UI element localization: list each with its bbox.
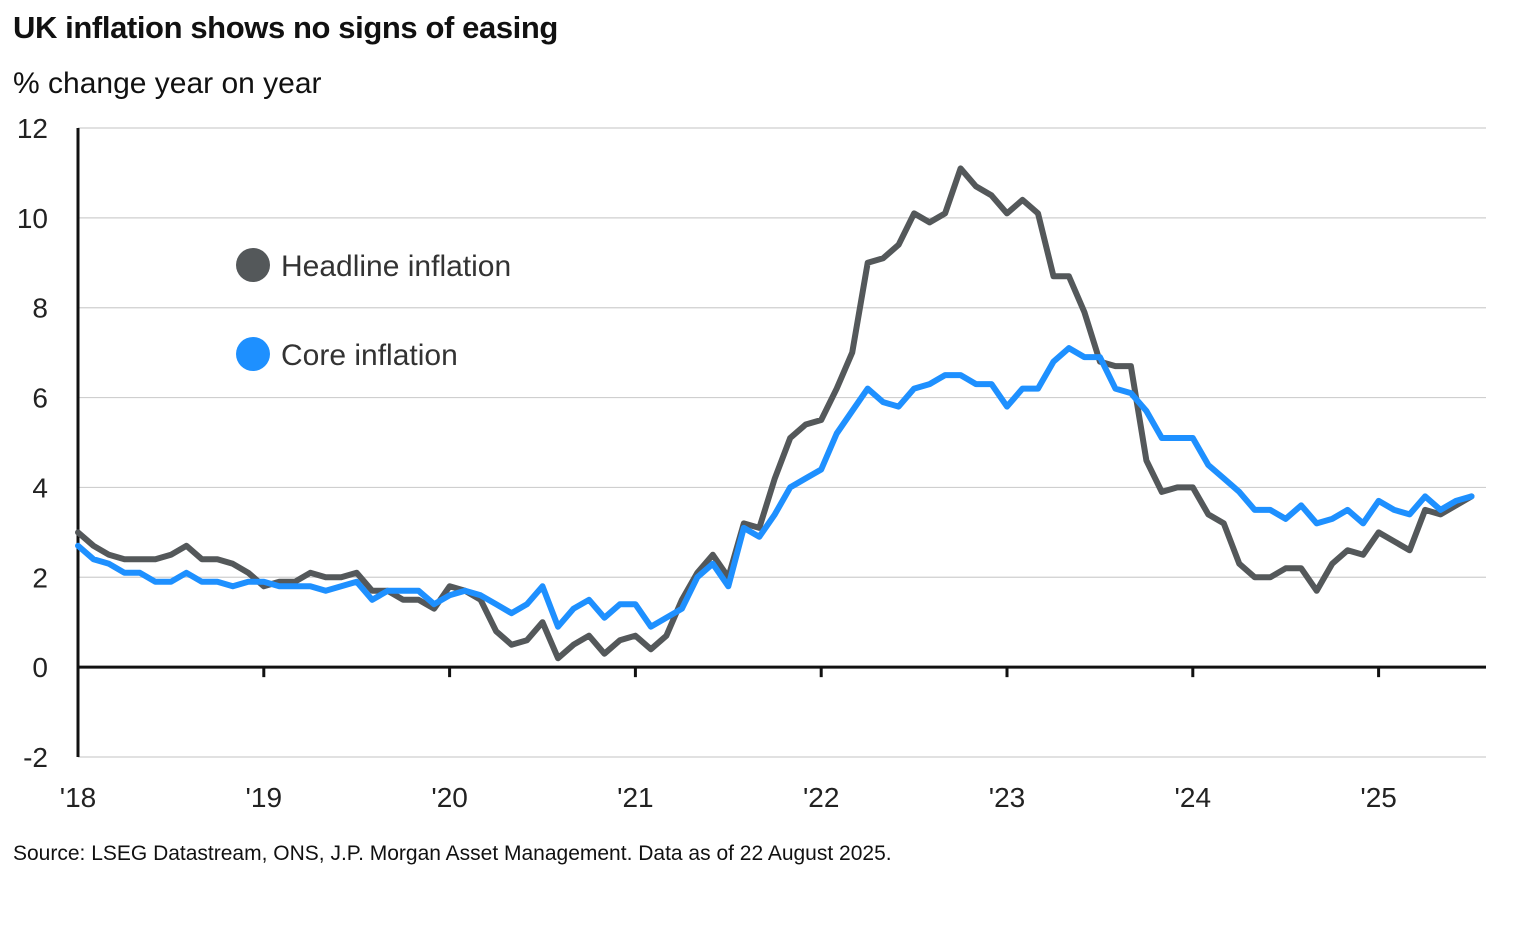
y-tick-label: 12 <box>17 113 48 144</box>
y-tick-label: 8 <box>32 293 48 324</box>
x-tick-label: '22 <box>803 782 840 813</box>
x-tick-label: '21 <box>617 782 654 813</box>
y-tick-label: 0 <box>32 652 48 683</box>
legend-label: Headline inflation <box>281 250 511 283</box>
y-tick-label: -2 <box>23 742 48 773</box>
legend-swatch <box>236 248 270 282</box>
x-tick-label: '23 <box>989 782 1026 813</box>
y-tick-label: 4 <box>32 472 48 503</box>
chart-subtitle: % change year on year <box>13 67 322 100</box>
legend: Headline inflation Core inflation <box>236 248 511 372</box>
x-tick-label: '20 <box>431 782 468 813</box>
gridlines <box>78 127 1486 758</box>
source-note: Source: LSEG Datastream, ONS, J.P. Morga… <box>13 842 892 865</box>
x-tick-label: '24 <box>1175 782 1212 813</box>
y-tick-label: 10 <box>17 203 48 234</box>
x-tick-label: '19 <box>246 782 283 813</box>
legend-label: Core inflation <box>281 339 458 372</box>
y-tick-label: 2 <box>32 562 48 593</box>
x-tick-label: '25 <box>1360 782 1397 813</box>
axes <box>76 128 1486 757</box>
x-axis-tick-labels: '18 '19 '20 '21 '22 '23 '24 '25 <box>60 782 1397 813</box>
series-line-headline <box>75 165 1475 662</box>
chart-title: UK inflation shows no signs of easing <box>13 10 558 45</box>
y-tick-label: 6 <box>32 383 48 414</box>
series-lines <box>75 165 1475 662</box>
x-tick-label: '18 <box>60 782 97 813</box>
y-axis-tick-labels: -2 0 2 4 6 8 10 12 <box>17 113 48 773</box>
series-line-core <box>75 345 1475 630</box>
legend-swatch <box>236 337 270 371</box>
